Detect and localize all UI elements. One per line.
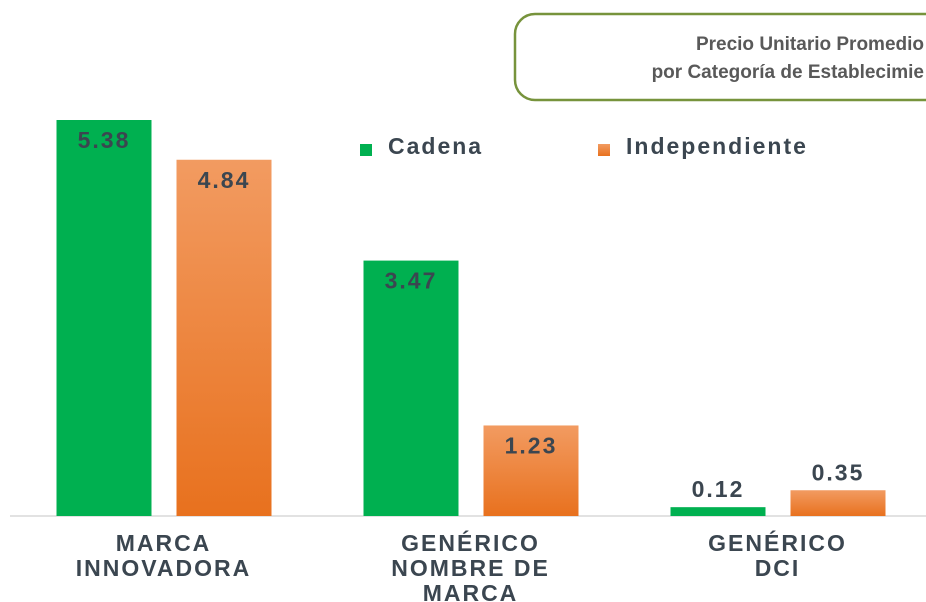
value-label: 0.35 [812,459,865,485]
x-tick-label: GENÉRICO DCI [708,529,847,581]
bar [56,120,152,516]
chart-title: por Categoría de Establecimie [652,62,924,83]
value-label: 4.84 [198,167,251,193]
legend-swatch [360,144,372,156]
title-box [513,12,926,102]
x-tick-label: MARCA INNOVADORA [76,530,251,581]
bar [790,490,886,516]
bar [176,159,272,517]
bar [483,425,579,516]
value-label: 1.23 [505,433,558,459]
value-label: 5.38 [78,127,131,153]
legend-swatch [598,144,610,156]
legend-label: Cadena [388,133,483,159]
bar [670,507,766,516]
bar [363,260,459,516]
x-tick-label: GENÉRICO NOMBRE DE MARCA [391,529,550,602]
legend-label: Independiente [626,133,808,159]
value-label: 0.12 [692,476,745,502]
value-label: 3.47 [385,268,438,294]
chart-title: Precio Unitario Promedio [696,34,924,55]
